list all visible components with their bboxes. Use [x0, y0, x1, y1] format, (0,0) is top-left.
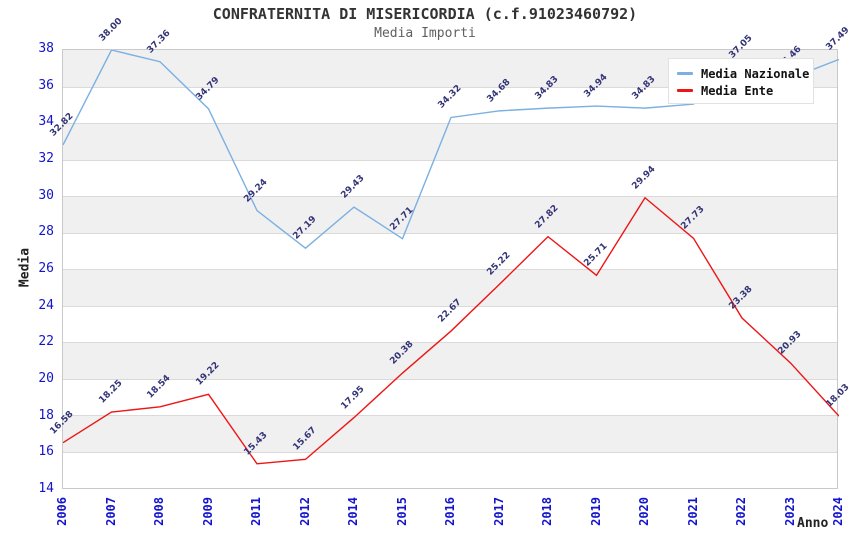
x-tick-label: 2021 — [685, 497, 700, 526]
plot-band — [63, 415, 837, 452]
legend-item-media-ente: Media Ente — [677, 82, 805, 99]
x-tick-label: 2011 — [249, 497, 263, 526]
y-tick-label: 18 — [38, 407, 54, 423]
plot-band — [63, 378, 837, 415]
y-tick-label: 36 — [38, 77, 54, 93]
plot-band — [63, 159, 837, 196]
legend-item-media-nazionale: Media Nazionale — [677, 65, 809, 82]
y-tick-label: 16 — [38, 444, 54, 460]
x-tick-label: 2018 — [540, 497, 554, 526]
nazionale-line-swatch-icon — [677, 72, 693, 75]
y-tick-label: 24 — [38, 297, 54, 313]
y-tick-label: 20 — [38, 371, 54, 386]
x-tick-label: 2007 — [103, 497, 118, 526]
chart-title: CONFRATERNITA DI MISERICORDIA (c.f.91023… — [212, 5, 638, 23]
plot-band — [63, 123, 837, 160]
x-tick-label: 2023 — [782, 497, 797, 526]
x-tick-label: 2012 — [297, 497, 312, 526]
y-tick-label: 14 — [38, 481, 54, 496]
legend-label: Media Ente — [701, 83, 774, 98]
x-tick-label: 2015 — [394, 497, 409, 526]
y-tick-label: 30 — [38, 187, 54, 203]
plot-area — [62, 49, 839, 489]
plot-band — [63, 269, 837, 306]
ente-line-swatch-icon — [677, 89, 693, 92]
legend-label: Media Nazionale — [701, 66, 810, 81]
x-tick-label: 2009 — [200, 497, 215, 526]
y-tick-label: 28 — [38, 224, 54, 240]
y-tick-label: 22 — [38, 334, 54, 350]
y-tick-label: 38 — [38, 41, 54, 56]
plot-band — [63, 305, 837, 342]
y-tick-label: 32 — [38, 151, 54, 166]
x-axis-title: Anno — [797, 516, 829, 531]
legend: Media Nazionale Media Ente — [668, 58, 814, 104]
x-tick-label: 2014 — [346, 497, 360, 526]
x-tick-label: 2022 — [734, 497, 748, 526]
x-tick-label: 2019 — [588, 497, 603, 526]
x-tick-label: 2006 — [55, 497, 69, 526]
series-line-media-ente — [63, 196, 839, 465]
plot-band — [63, 196, 837, 233]
plot-band — [63, 451, 837, 488]
y-tick-label: 34 — [38, 114, 54, 130]
y-tick-label: 26 — [38, 261, 54, 276]
x-tick-label: 2017 — [491, 497, 506, 526]
x-tick-label: 2020 — [637, 497, 651, 526]
x-tick-label: 2008 — [152, 497, 166, 526]
x-tick-label: 2024 — [831, 497, 845, 526]
x-tick-label: 2016 — [443, 497, 457, 526]
chart-subtitle: Media Importi — [374, 26, 476, 41]
plot-band — [63, 342, 837, 379]
